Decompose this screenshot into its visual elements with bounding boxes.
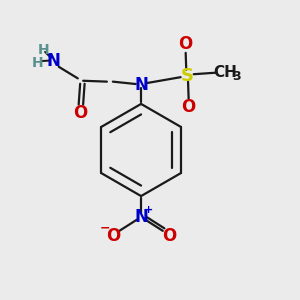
Text: N: N (46, 52, 60, 70)
Text: O: O (162, 227, 176, 245)
Text: 3: 3 (232, 70, 241, 83)
Text: O: O (74, 104, 88, 122)
Text: N: N (134, 76, 148, 94)
Text: S: S (181, 67, 194, 85)
Text: N: N (134, 208, 148, 226)
Text: −: − (99, 222, 110, 235)
Text: +: + (144, 205, 153, 215)
Text: O: O (178, 35, 193, 53)
Text: H: H (38, 43, 50, 57)
Text: O: O (182, 98, 196, 116)
Text: CH: CH (213, 65, 237, 80)
Text: H: H (32, 56, 44, 70)
Text: O: O (106, 227, 120, 245)
